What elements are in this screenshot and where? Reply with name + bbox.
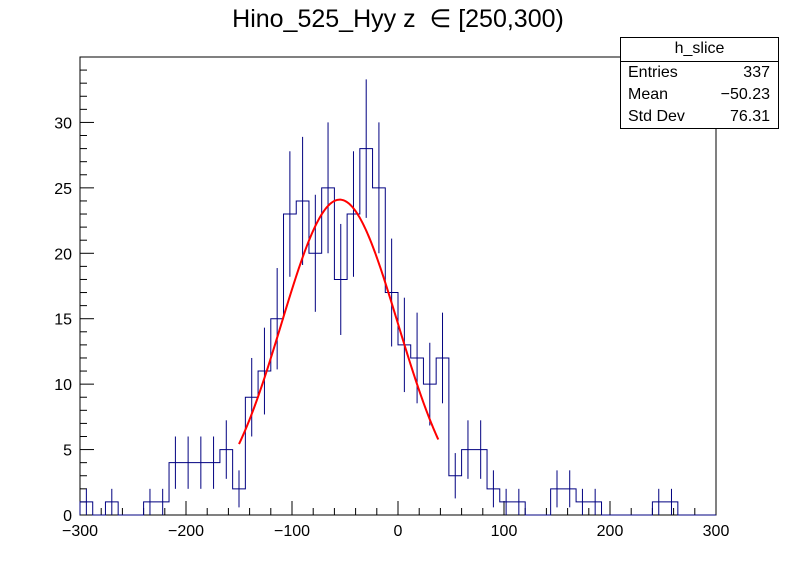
stats-entries-row: Entries 337: [621, 62, 778, 84]
stats-entries-value: 337: [743, 64, 770, 81]
stats-stddev-row: Std Dev 76.31: [621, 106, 778, 128]
stats-box-title: h_slice: [621, 38, 778, 62]
histogram-steps: [79, 148, 716, 516]
y-tick-label: 25: [54, 181, 72, 198]
x-tick-label: 200: [597, 523, 624, 540]
x-tick-label: 0: [394, 523, 403, 540]
stats-box: h_slice Entries 337 Mean −50.23 Std Dev …: [620, 37, 779, 129]
y-tick-label: 20: [54, 246, 72, 263]
stats-stddev-value: 76.31: [729, 108, 770, 125]
stats-stddev-label: Std Dev: [628, 108, 685, 125]
stats-mean-value: −50.23: [720, 86, 770, 103]
error-bars: [85, 79, 672, 515]
x-tick-label: −200: [168, 523, 204, 540]
chart-title: Hino_525_Hyy z ∈ [250,300): [232, 5, 564, 33]
stats-mean-row: Mean −50.23: [621, 84, 778, 106]
gaussian-fit-curve: [238, 198, 440, 445]
y-tick-label: 30: [54, 115, 72, 132]
x-tick-label: −300: [62, 523, 98, 540]
stats-mean-label: Mean: [628, 86, 669, 103]
y-tick-label: 0: [63, 508, 72, 525]
x-tick-label: 300: [703, 523, 730, 540]
y-tick-label: 5: [63, 443, 72, 460]
y-tick-label: 15: [54, 312, 72, 329]
x-tick-label: 100: [491, 523, 518, 540]
x-tick-label: −100: [274, 523, 310, 540]
stats-entries-label: Entries: [628, 64, 678, 81]
y-axis: 0 5 10 15 20 25 30: [54, 56, 94, 525]
x-axis: −300 −200 −100 0 100 200 300: [62, 501, 729, 540]
y-tick-label: 10: [54, 377, 72, 394]
